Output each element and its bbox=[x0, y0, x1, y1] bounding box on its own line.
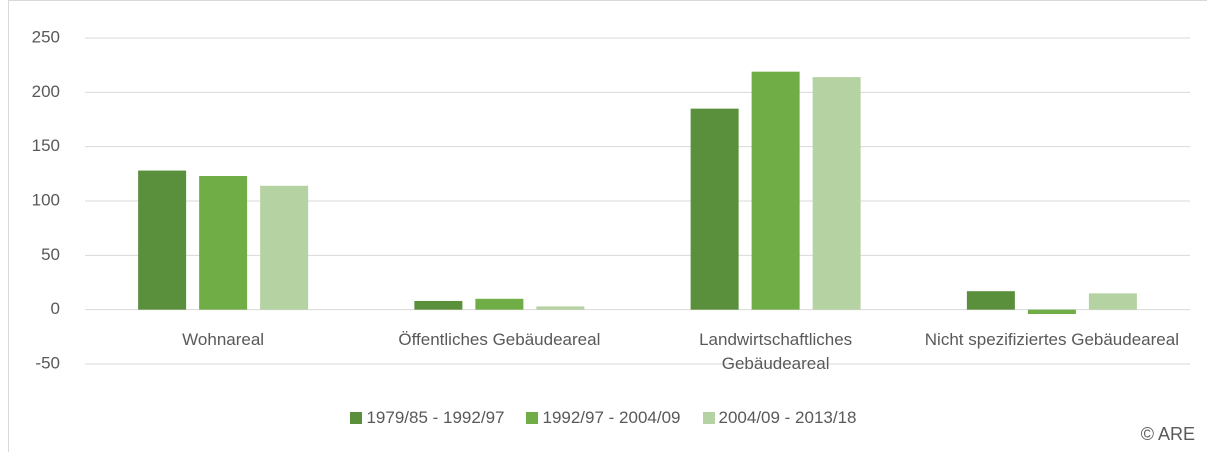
bar bbox=[199, 176, 248, 310]
bar bbox=[751, 71, 800, 310]
x-tick-label: Nicht spezifiziertes Gebäudeareal bbox=[924, 329, 1179, 349]
bar bbox=[475, 298, 524, 310]
bar bbox=[1088, 293, 1137, 310]
y-tick-label: 100 bbox=[32, 190, 60, 209]
y-tick-label: -50 bbox=[35, 353, 60, 372]
y-tick-label: 150 bbox=[32, 136, 60, 155]
bar bbox=[138, 170, 187, 310]
legend-swatch bbox=[702, 412, 715, 424]
bar bbox=[260, 185, 309, 310]
legend-label: 2004/09 - 2013/18 bbox=[718, 408, 857, 427]
y-tick-label: 200 bbox=[32, 82, 60, 101]
legend-item: 1979/85 - 1992/97 bbox=[350, 408, 504, 428]
legend: 1979/85 - 1992/97 1992/97 - 2004/09 2004/0… bbox=[0, 408, 1207, 428]
legend-item: 2004/09 - 2013/18 bbox=[702, 408, 857, 428]
bar bbox=[536, 306, 585, 310]
legend-label: 1992/97 - 2004/09 bbox=[542, 408, 681, 427]
y-tick-label: 50 bbox=[41, 245, 60, 264]
x-tick-label: Wohnareal bbox=[182, 329, 265, 349]
y-tick-label: 250 bbox=[32, 27, 60, 46]
legend-item: 1992/97 - 2004/09 bbox=[526, 408, 681, 428]
bar bbox=[1027, 309, 1076, 315]
legend-swatch bbox=[526, 412, 539, 424]
bar bbox=[966, 291, 1015, 310]
legend-label: 1979/85 - 1992/97 bbox=[366, 408, 505, 427]
bar bbox=[414, 300, 463, 310]
x-tick-label: Öffentliches Gebäudeareal bbox=[398, 329, 601, 349]
bar bbox=[690, 108, 739, 310]
legend-swatch bbox=[350, 412, 363, 424]
bar bbox=[812, 77, 861, 310]
credit: © ARE bbox=[1140, 424, 1195, 444]
y-tick-label: 0 bbox=[51, 299, 60, 318]
x-tick-label: Landwirtschaftliches Gebäudeareal bbox=[699, 329, 853, 373]
